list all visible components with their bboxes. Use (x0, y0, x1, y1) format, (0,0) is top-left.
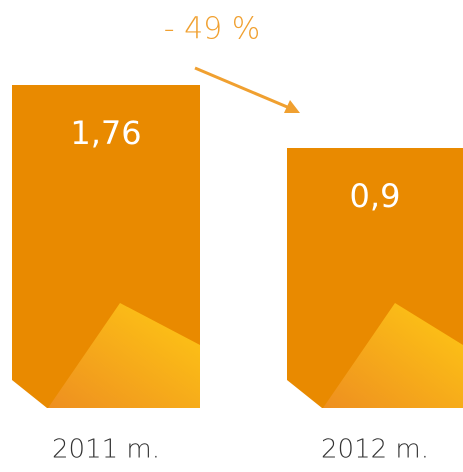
value-label: 0,9 (350, 177, 401, 215)
x-tick-label: 2012 m. (321, 435, 429, 465)
bar-fold (48, 303, 200, 408)
annotation: - 49 % (164, 12, 261, 47)
x-tick-label: 2011 m. (52, 435, 160, 465)
arrow (194, 66, 293, 111)
bar-fold (323, 303, 463, 408)
arrow-head (284, 100, 300, 113)
value-label: 1,76 (70, 114, 141, 152)
